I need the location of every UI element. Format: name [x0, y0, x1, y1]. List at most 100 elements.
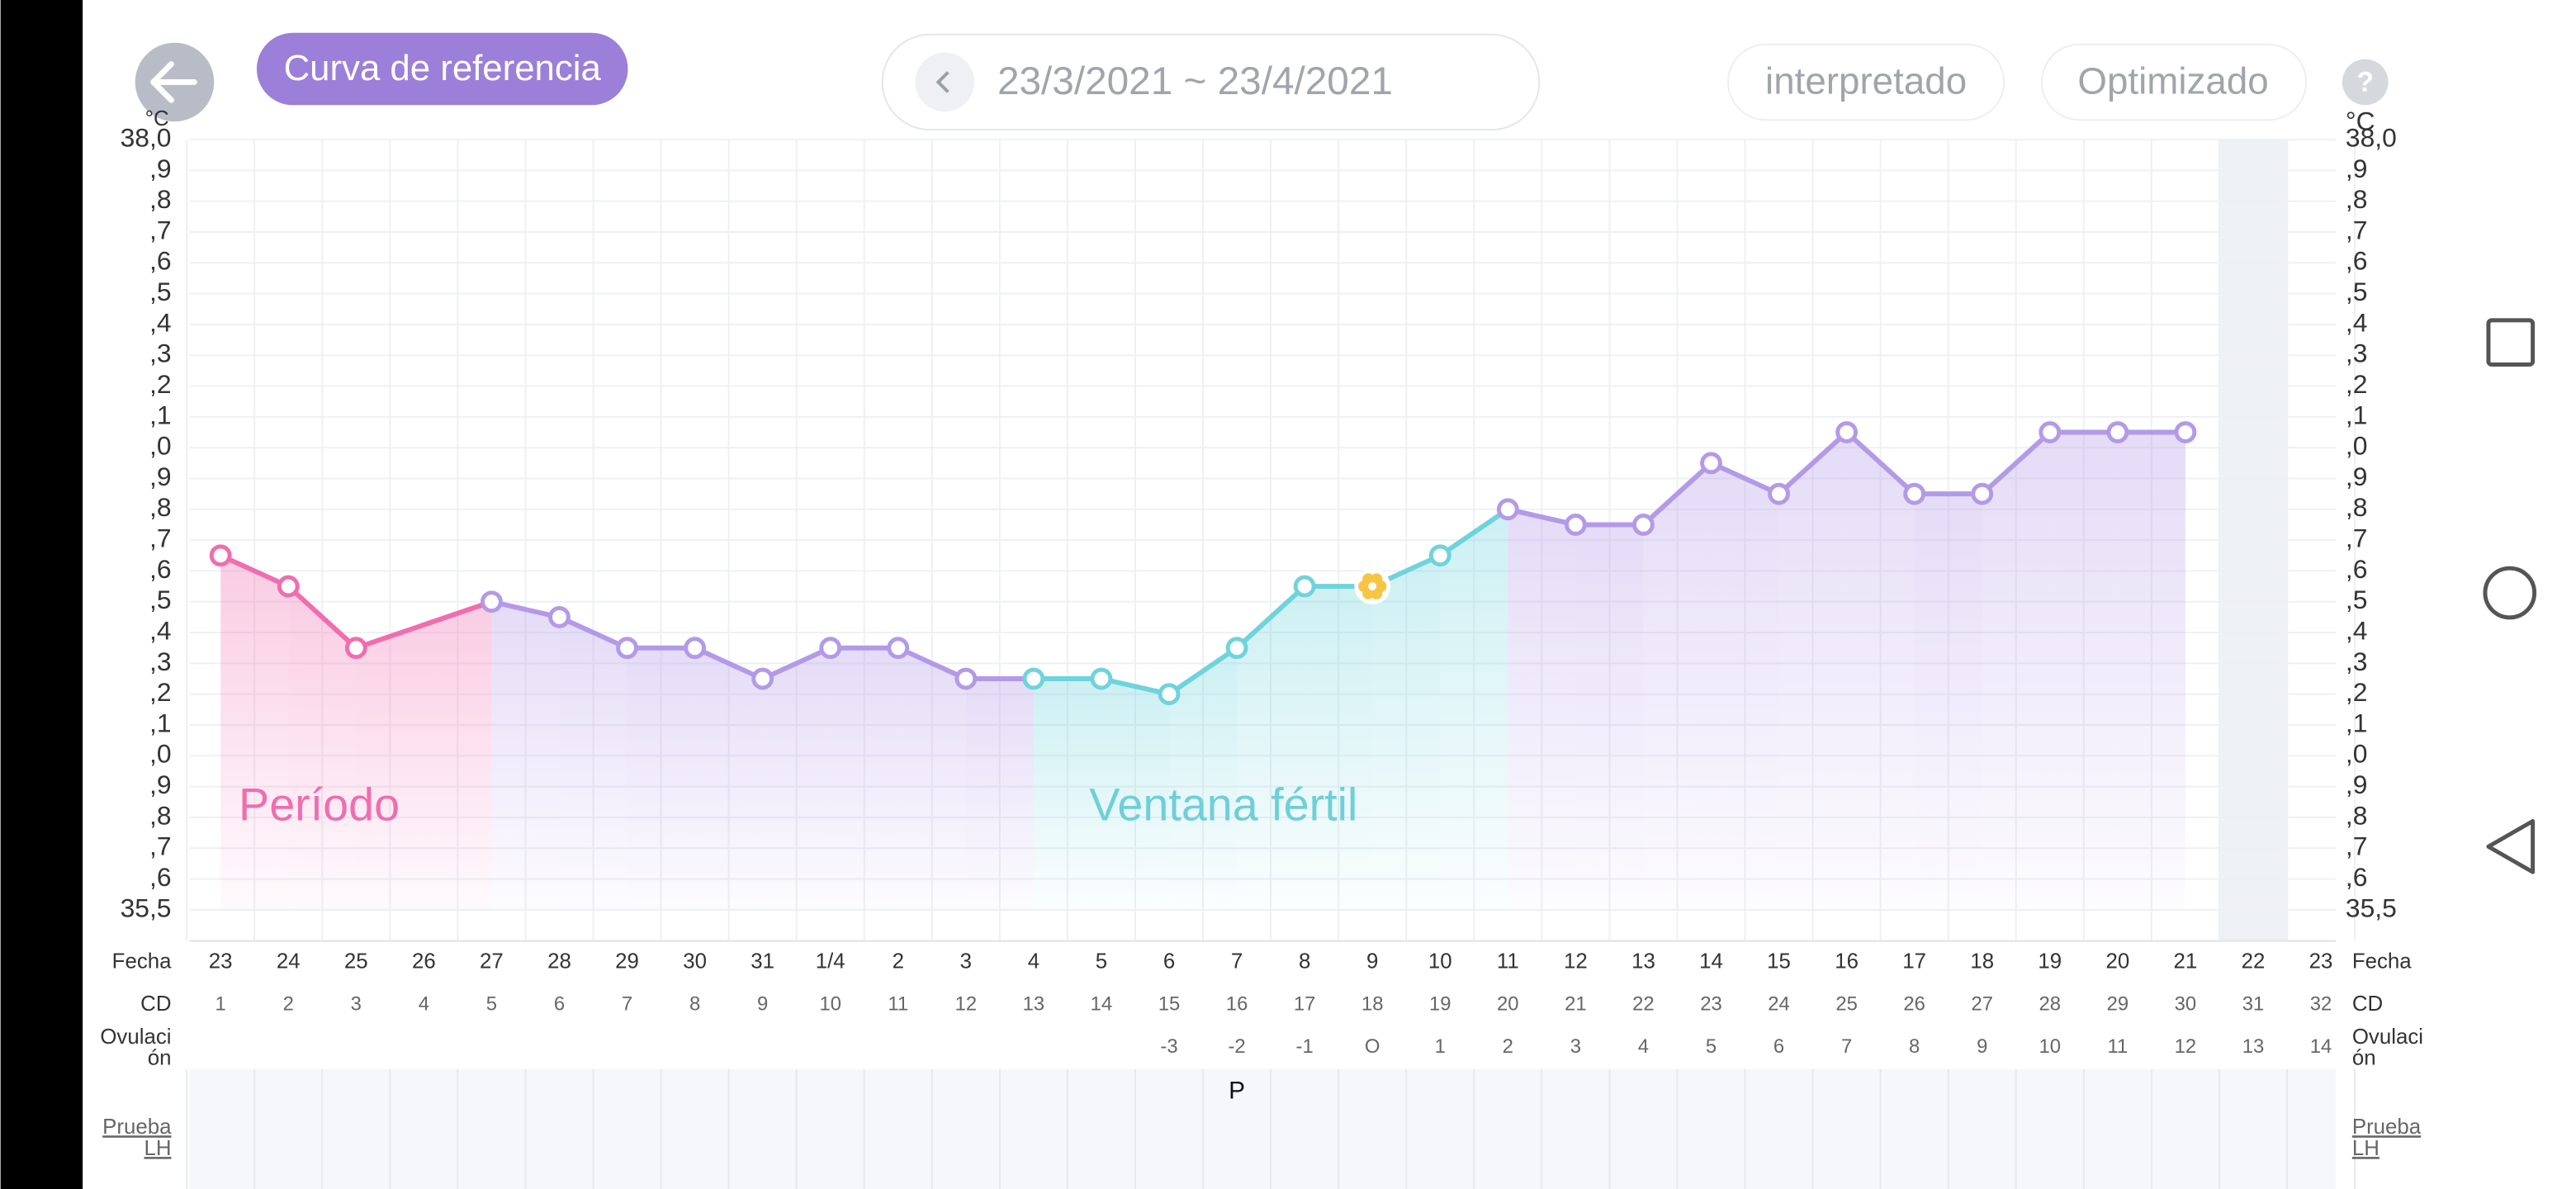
- row-label-right: CD: [2352, 992, 2383, 1016]
- row-value: 19: [1429, 993, 1451, 1016]
- line-segment: [558, 614, 628, 651]
- point: [887, 637, 910, 660]
- y2-tick-label: ,5: [2346, 277, 2368, 306]
- area: [1508, 509, 1576, 910]
- petal: [1362, 573, 1375, 585]
- row-value: 10: [819, 993, 841, 1016]
- x-tick-label: 22: [2242, 950, 2266, 973]
- area: [1169, 647, 1238, 910]
- area: [2117, 432, 2185, 910]
- point: [480, 590, 503, 613]
- x-tick-label: 10: [1428, 950, 1452, 973]
- x-tick-label: 23: [2309, 950, 2333, 973]
- point: [1158, 683, 1181, 706]
- reference-label[interactable]: Curva de referencia: [284, 48, 602, 88]
- y2-tick-label: 38,0: [2346, 122, 2397, 152]
- point: [1022, 667, 1045, 690]
- row-value: 17: [1294, 993, 1316, 1016]
- y2-tick-label: ,4: [2346, 615, 2368, 645]
- help-label[interactable]: ?: [2356, 66, 2374, 97]
- line-segment: [219, 553, 290, 589]
- x-tick-label: 13: [1631, 950, 1655, 973]
- y-tick-label: ,8: [149, 492, 172, 522]
- x-tick-label: 21: [2174, 950, 2198, 973]
- x-tick-label: 9: [1366, 950, 1378, 973]
- row-value: 8: [1909, 1035, 1920, 1058]
- date-icon-arrow: [935, 71, 949, 93]
- area: [1305, 586, 1373, 910]
- row-label: Fecha: [112, 950, 172, 973]
- row-label-right: Prueba: [2352, 1116, 2422, 1139]
- lh-box: [189, 1068, 2336, 1189]
- y-tick-label: ,7: [149, 831, 172, 861]
- x-tick-label: 26: [412, 950, 436, 973]
- y2-tick-label: ,0: [2346, 739, 2368, 769]
- line-segment: [490, 599, 561, 620]
- row-label: Prueba: [102, 1116, 172, 1139]
- x-tick-label: 29: [615, 950, 639, 973]
- left-bar: [0, 0, 83, 1189]
- x-tick-label: 31: [751, 950, 774, 973]
- y-tick-label: ,8: [149, 800, 172, 830]
- y-tick-label: ,6: [149, 554, 172, 584]
- point: [1903, 482, 1926, 505]
- y2-unit: °C: [2346, 107, 2375, 136]
- area: [1982, 432, 2050, 910]
- x-tick-label: 28: [547, 950, 571, 973]
- interpreted-label[interactable]: interpretado: [1765, 60, 1967, 102]
- point: [954, 667, 978, 690]
- reference-button[interactable]: [256, 32, 628, 106]
- line-segment: [1235, 584, 1307, 650]
- row-value: O: [1365, 1035, 1380, 1058]
- row-value: 4: [419, 993, 429, 1016]
- flower-point: [1354, 568, 1391, 604]
- line-segment: [897, 646, 968, 681]
- y2-tick-label: ,9: [2346, 770, 2368, 799]
- y2-tick-label: ,9: [2346, 154, 2368, 183]
- row-value: 12: [955, 993, 978, 1016]
- row-value: 28: [2039, 993, 2062, 1016]
- line-segment: [694, 646, 764, 681]
- row-label: CD: [140, 992, 171, 1016]
- point: [1090, 667, 1113, 690]
- y2-tick-label: ,8: [2346, 800, 2368, 830]
- line-segment: [1101, 676, 1170, 697]
- optimized-label[interactable]: Optimizado: [2077, 60, 2268, 102]
- help-button[interactable]: [2342, 59, 2389, 106]
- x-tick-label: 2: [893, 950, 904, 973]
- row-value: P: [1229, 1078, 1245, 1105]
- x-tick-label: 14: [1699, 950, 1723, 973]
- back-arrow[interactable]: [150, 61, 197, 103]
- point: [209, 544, 232, 567]
- area: [1372, 555, 1441, 910]
- y-tick-label: ,3: [149, 339, 172, 368]
- line-segment: [355, 599, 493, 651]
- row-value: 3: [1570, 1035, 1581, 1058]
- row-value: 12: [2175, 1035, 2197, 1058]
- row-value: 27: [1971, 993, 1993, 1016]
- annotation: Ventana fértil: [1089, 779, 1357, 830]
- row-label-right: Fecha: [2352, 950, 2412, 973]
- point: [1225, 637, 1248, 660]
- row-value: 16: [1226, 993, 1248, 1016]
- home-button[interactable]: [2483, 566, 2537, 620]
- row-value: 30: [2175, 993, 2197, 1016]
- y2-tick-label: ,7: [2346, 215, 2368, 244]
- y2-tick-label: ,0: [2346, 431, 2368, 461]
- x-tick-label: 1/4: [816, 950, 845, 973]
- x-tick-label: 12: [1564, 950, 1588, 973]
- date-pill[interactable]: [881, 33, 1541, 131]
- petal: [1371, 587, 1383, 599]
- point: [684, 637, 707, 660]
- back-button[interactable]: [135, 42, 215, 122]
- row-value: 2: [1503, 1035, 1513, 1058]
- point: [2174, 421, 2197, 443]
- back-nav-button[interactable]: [2486, 818, 2536, 874]
- row-value: 14: [2310, 1035, 2332, 1058]
- area: [1101, 679, 1170, 910]
- date-icon[interactable]: [915, 52, 975, 112]
- optimized-button[interactable]: [2040, 43, 2308, 121]
- row-value: 2: [283, 993, 294, 1016]
- recents-button[interactable]: [2486, 318, 2536, 367]
- interpreted-button[interactable]: [1727, 43, 2005, 121]
